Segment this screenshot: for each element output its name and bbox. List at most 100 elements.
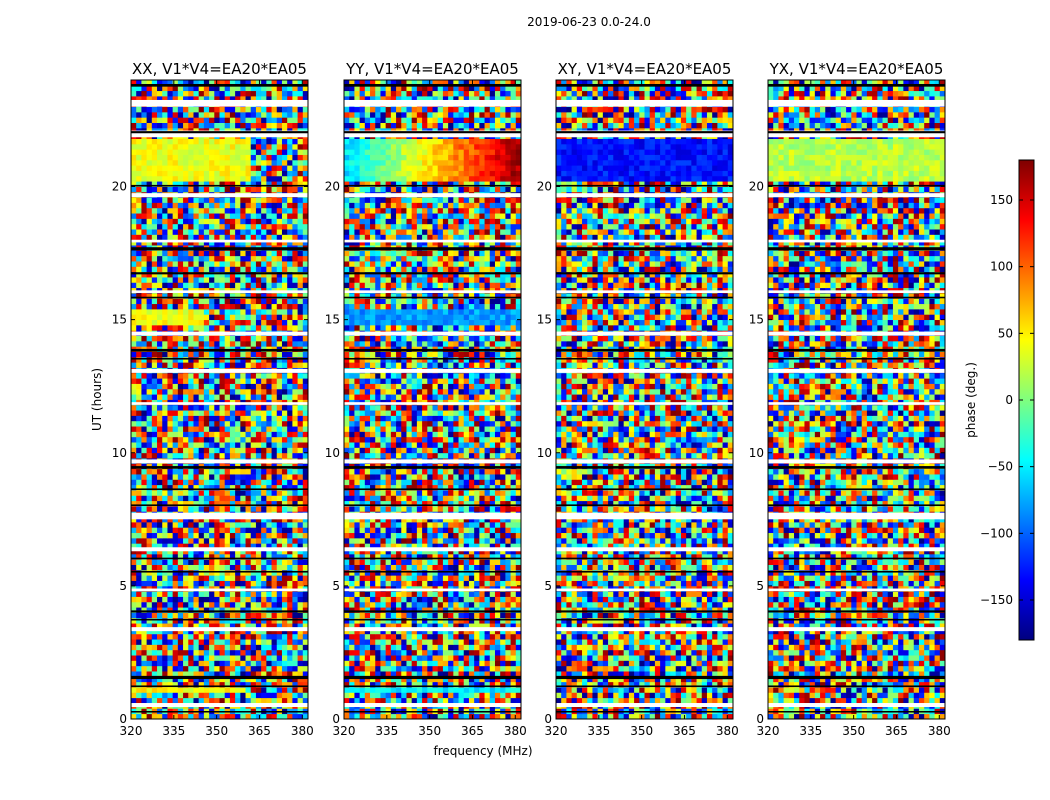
heatmap-cell	[484, 633, 491, 640]
heatmap-cell	[172, 261, 179, 267]
heatmap-cell	[157, 628, 163, 635]
heatmap-cell	[515, 660, 522, 667]
heatmap-cell	[188, 122, 194, 129]
heatmap-cell	[167, 623, 174, 629]
heatmap-cell	[302, 362, 309, 368]
heatmap-cell	[448, 607, 454, 613]
heatmap-cell	[162, 601, 168, 608]
heatmap-cell	[494, 633, 501, 640]
heatmap-cell	[370, 596, 376, 603]
heatmap-cell	[437, 601, 444, 608]
heatmap-cell	[510, 697, 517, 704]
heatmap-cell	[505, 633, 511, 640]
heatmap-cell	[484, 617, 491, 624]
heatmap-cell	[183, 713, 189, 720]
heatmap-cell	[255, 170, 262, 177]
heatmap-cell	[198, 532, 205, 539]
heatmap-cell	[141, 404, 148, 411]
heatmap-cell	[354, 676, 361, 683]
heatmap-cell	[172, 271, 179, 278]
heatmap-cell	[448, 639, 454, 645]
heatmap-cell	[141, 80, 148, 86]
heatmap-cell	[167, 223, 174, 230]
heatmap-cell	[136, 596, 142, 603]
heatmap-cell	[136, 468, 142, 475]
heatmap-cell	[193, 271, 200, 278]
heatmap-cell	[224, 617, 231, 624]
heatmap-cell	[302, 479, 309, 486]
heatmap-cell	[276, 165, 283, 171]
heatmap-cell	[396, 649, 402, 656]
heatmap-cell	[245, 223, 252, 230]
heatmap-cell	[214, 591, 220, 597]
heatmap-cell	[297, 420, 304, 427]
heatmap-cell	[385, 639, 392, 645]
heatmap-cell	[245, 537, 252, 544]
heatmap-cell	[224, 165, 231, 171]
heatmap-cell	[214, 165, 220, 171]
heatmap-cell	[157, 319, 163, 326]
heatmap-cell	[203, 452, 210, 459]
heatmap-cell	[505, 644, 511, 651]
heatmap-cell	[167, 170, 174, 177]
heatmap-cell	[505, 676, 511, 683]
heatmap-cell	[245, 548, 252, 555]
heatmap-cell	[172, 202, 179, 209]
heatmap-cell	[136, 580, 142, 587]
heatmap-cell	[224, 452, 231, 459]
heatmap-cell	[297, 521, 304, 528]
heatmap-cell	[177, 431, 184, 438]
heatmap-cell	[157, 431, 163, 438]
heatmap-cell	[489, 612, 496, 619]
heatmap-cell	[390, 660, 397, 667]
heatmap-cell	[240, 537, 246, 544]
heatmap-cell	[261, 181, 267, 187]
heatmap-cell	[411, 676, 418, 683]
heatmap-cell	[177, 122, 184, 129]
heatmap-cell	[209, 681, 215, 688]
heatmap-cell	[177, 490, 184, 496]
heatmap-cell	[219, 85, 226, 92]
heatmap-cell	[209, 324, 215, 331]
heatmap-cell	[151, 521, 158, 528]
heatmap-cell	[245, 394, 252, 400]
heatmap-cell	[151, 633, 158, 640]
heatmap-cell	[146, 426, 153, 432]
heatmap-cell	[276, 277, 283, 283]
heatmap-cell	[302, 617, 309, 624]
heatmap-cell	[146, 138, 153, 145]
heatmap-cell	[203, 261, 210, 267]
heatmap-cell	[261, 617, 267, 624]
heatmap-cell	[297, 383, 304, 390]
heatmap-cell	[245, 569, 252, 576]
heatmap-cell	[261, 324, 267, 331]
heatmap-cell	[151, 692, 158, 699]
heatmap-cell	[297, 676, 304, 683]
heatmap-cell	[141, 591, 148, 597]
heatmap-cell	[167, 447, 174, 454]
heatmap-cell	[162, 553, 168, 560]
heatmap-cell	[458, 644, 465, 651]
heatmap-cell	[203, 277, 210, 283]
heatmap-cell	[297, 143, 304, 150]
heatmap-cell	[515, 655, 522, 661]
heatmap-cell	[209, 356, 215, 363]
heatmap-cell	[151, 660, 158, 667]
heatmap-cell	[261, 681, 267, 688]
heatmap-cell	[250, 271, 257, 278]
heatmap-cell	[255, 378, 262, 384]
heatmap-cell	[157, 612, 163, 619]
heatmap-cell	[422, 692, 428, 699]
heatmap-cell	[203, 660, 210, 667]
heatmap-cell	[177, 154, 184, 161]
heatmap-cell	[146, 431, 153, 438]
heatmap-cell	[370, 612, 376, 619]
heatmap-cell	[255, 500, 262, 507]
heatmap-cell	[183, 681, 189, 688]
heatmap-cell	[214, 250, 220, 257]
flagged-row	[131, 459, 308, 464]
heatmap-cell	[188, 596, 194, 603]
heatmap-cell	[183, 607, 189, 613]
heatmap-cell	[209, 106, 215, 113]
heatmap-cell	[136, 335, 142, 342]
